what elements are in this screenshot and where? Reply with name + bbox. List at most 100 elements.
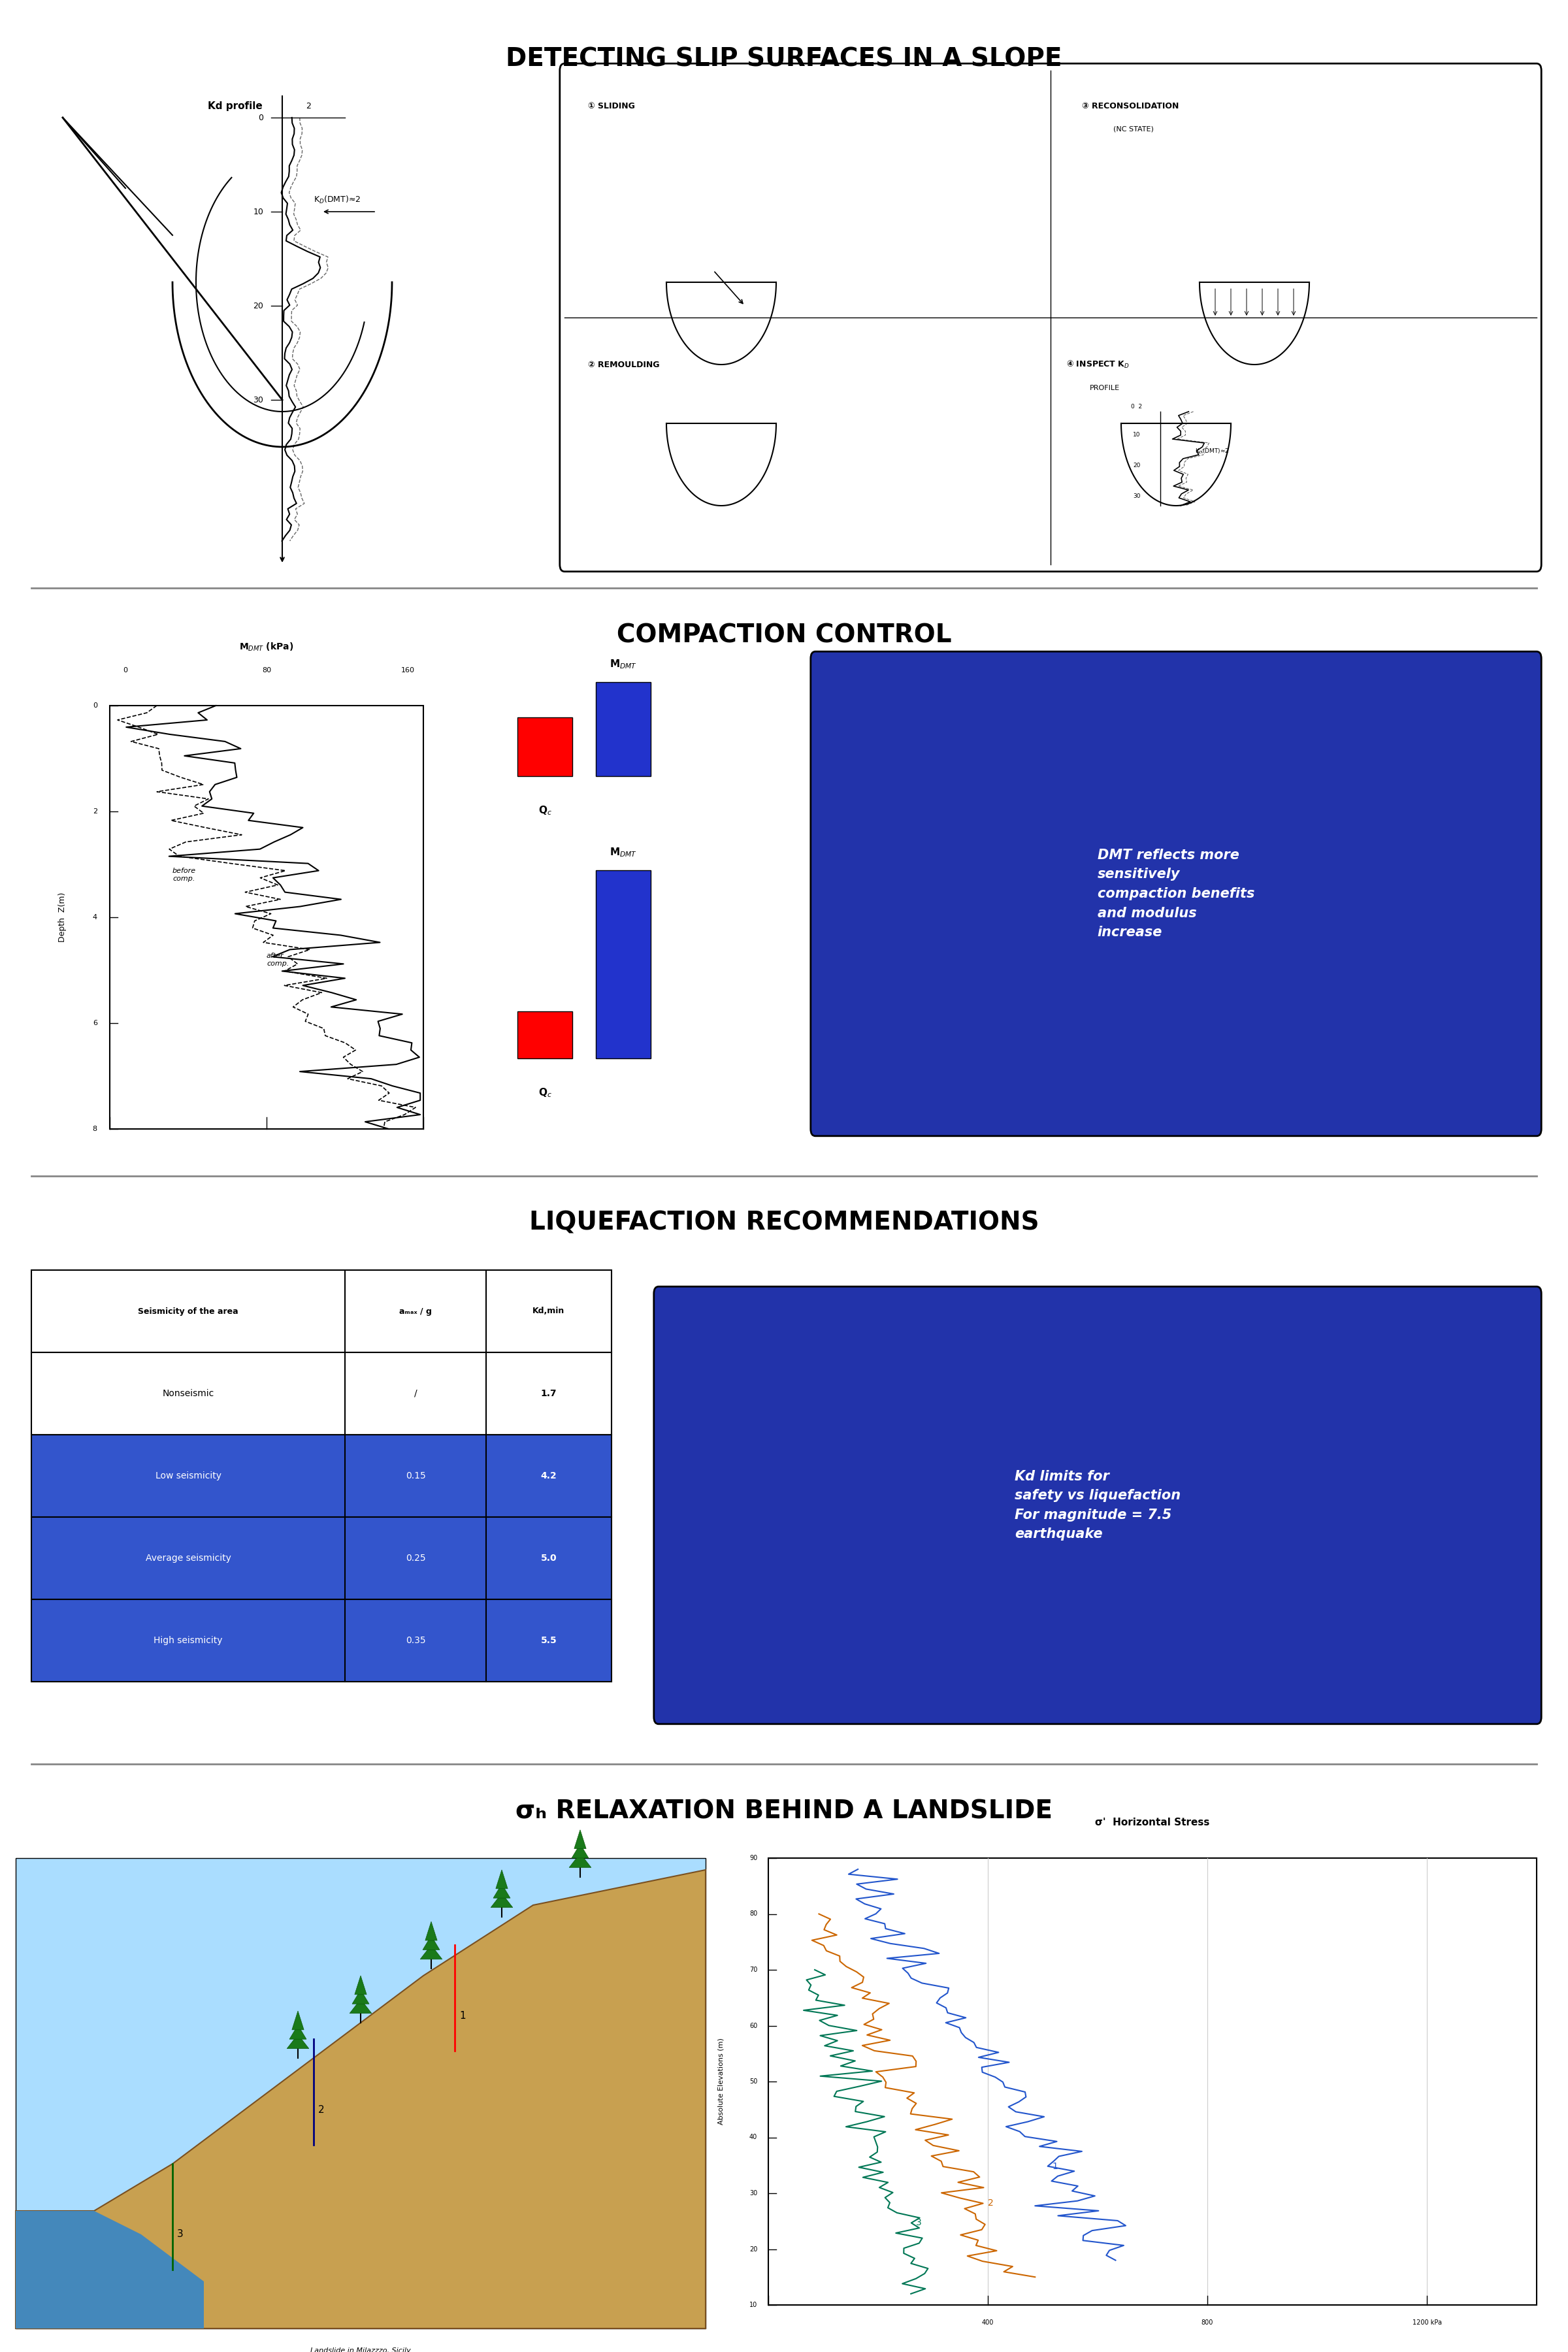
- Polygon shape: [354, 1976, 367, 1994]
- Text: M$_{DMT}$ (kPa): M$_{DMT}$ (kPa): [240, 642, 293, 652]
- Text: σₕ RELAXATION BEHIND A LANDSLIDE: σₕ RELAXATION BEHIND A LANDSLIDE: [516, 1799, 1052, 1823]
- Polygon shape: [495, 1870, 508, 1889]
- Polygon shape: [290, 2025, 306, 2039]
- Text: 160: 160: [401, 668, 414, 673]
- Text: 2: 2: [306, 101, 310, 111]
- FancyBboxPatch shape: [811, 652, 1541, 1136]
- Text: 2: 2: [93, 809, 97, 814]
- Bar: [596, 682, 651, 776]
- Polygon shape: [292, 2011, 304, 2030]
- Text: 400: 400: [982, 2319, 994, 2326]
- Text: ④ INSPECT K$_D$: ④ INSPECT K$_D$: [1066, 360, 1129, 369]
- Text: 10: 10: [750, 2303, 757, 2307]
- Polygon shape: [574, 1830, 586, 1849]
- Text: 0: 0: [124, 668, 127, 673]
- Text: 1: 1: [459, 2011, 466, 2020]
- Text: 4: 4: [93, 915, 97, 920]
- Text: Low seismicity: Low seismicity: [155, 1472, 221, 1479]
- Text: 90: 90: [750, 1856, 757, 1860]
- FancyBboxPatch shape: [654, 1287, 1541, 1724]
- Text: 0: 0: [259, 113, 263, 122]
- Text: 80: 80: [262, 668, 271, 673]
- Text: High seismicity: High seismicity: [154, 1637, 223, 1644]
- Polygon shape: [572, 1844, 588, 1858]
- Text: 0.25: 0.25: [406, 1555, 425, 1562]
- Polygon shape: [494, 1884, 510, 1898]
- Text: Depth  Z(m): Depth Z(m): [58, 891, 67, 943]
- FancyBboxPatch shape: [560, 64, 1541, 572]
- Polygon shape: [425, 1922, 437, 1940]
- Text: ① SLIDING: ① SLIDING: [588, 101, 635, 111]
- Bar: [31, 1517, 612, 1599]
- Text: M$_{DMT}$: M$_{DMT}$: [610, 847, 637, 858]
- Text: Absolute Elevations (m): Absolute Elevations (m): [718, 2039, 724, 2124]
- Text: before
comp.: before comp.: [172, 868, 196, 882]
- Text: 30: 30: [252, 395, 263, 405]
- Text: 0.35: 0.35: [406, 1637, 425, 1644]
- Text: M$_{DMT}$: M$_{DMT}$: [610, 659, 637, 670]
- Text: 1: 1: [1052, 2161, 1058, 2171]
- Bar: [31, 1270, 612, 1352]
- Bar: [31, 1435, 612, 1517]
- Text: σ'  Horizontal Stress: σ' Horizontal Stress: [1094, 1818, 1210, 1828]
- Polygon shape: [287, 2034, 309, 2049]
- Text: Kd,min: Kd,min: [533, 1308, 564, 1315]
- Text: K$_D$(DMT)≈2: K$_D$(DMT)≈2: [314, 195, 361, 205]
- Bar: [16, 1858, 706, 2328]
- Text: 5.5: 5.5: [541, 1637, 557, 1644]
- Text: Kd profile: Kd profile: [209, 101, 262, 111]
- Bar: [31, 1599, 612, 1682]
- Text: after
comp.: after comp.: [267, 953, 289, 967]
- Text: /: /: [414, 1390, 417, 1397]
- Text: (NC STATE): (NC STATE): [1113, 127, 1154, 132]
- Text: Q$_c$: Q$_c$: [538, 804, 552, 816]
- Text: 10: 10: [252, 207, 263, 216]
- Text: 0: 0: [93, 703, 97, 708]
- Text: Seismicity of the area: Seismicity of the area: [138, 1308, 238, 1315]
- Text: COMPACTION CONTROL: COMPACTION CONTROL: [616, 623, 952, 647]
- Text: LIQUEFACTION RECOMMENDATIONS: LIQUEFACTION RECOMMENDATIONS: [528, 1211, 1040, 1235]
- Text: DMT reflects more
sensitively
compaction benefits
and modulus
increase: DMT reflects more sensitively compaction…: [1098, 849, 1254, 938]
- Text: 50: 50: [750, 2079, 757, 2084]
- Text: ③ RECONSOLIDATION: ③ RECONSOLIDATION: [1082, 101, 1179, 111]
- Bar: [596, 870, 651, 1058]
- Text: Nonseismic: Nonseismic: [162, 1390, 215, 1397]
- Text: 2: 2: [318, 2105, 325, 2114]
- Bar: [768, 1858, 1537, 2305]
- Text: Q$_c$: Q$_c$: [538, 1087, 552, 1098]
- Text: 0  2: 0 2: [1131, 405, 1143, 409]
- Bar: [31, 1352, 612, 1435]
- Text: 70: 70: [750, 1966, 757, 1973]
- Text: 1200 kPa: 1200 kPa: [1413, 2319, 1441, 2326]
- Bar: [517, 1011, 572, 1058]
- Text: aₘₐₓ / g: aₘₐₓ / g: [400, 1308, 431, 1315]
- Text: PROFILE: PROFILE: [1090, 386, 1120, 390]
- Polygon shape: [491, 1893, 513, 1907]
- Text: 5.0: 5.0: [541, 1555, 557, 1562]
- Text: 30: 30: [750, 2190, 757, 2197]
- Text: 60: 60: [750, 2023, 757, 2030]
- Polygon shape: [423, 1936, 439, 1950]
- Text: 3: 3: [916, 2218, 922, 2227]
- Text: 2: 2: [988, 2199, 994, 2209]
- Text: 3: 3: [177, 2230, 183, 2239]
- Polygon shape: [420, 1945, 442, 1959]
- Text: Kd limits for
safety vs liquefaction
For magnitude = 7.5
earthquake: Kd limits for safety vs liquefaction For…: [1014, 1470, 1181, 1541]
- Text: 4.2: 4.2: [541, 1472, 557, 1479]
- Text: 800: 800: [1201, 2319, 1214, 2326]
- Text: 1.7: 1.7: [541, 1390, 557, 1397]
- Polygon shape: [16, 2211, 204, 2328]
- Polygon shape: [569, 1853, 591, 1867]
- Text: DETECTING SLIP SURFACES IN A SLOPE: DETECTING SLIP SURFACES IN A SLOPE: [506, 47, 1062, 71]
- Text: ② REMOULDING: ② REMOULDING: [588, 360, 660, 369]
- Text: 8: 8: [93, 1127, 97, 1131]
- Text: 20: 20: [750, 2246, 757, 2253]
- Text: 40: 40: [750, 2133, 757, 2140]
- Polygon shape: [353, 1990, 368, 2004]
- Bar: [110, 706, 423, 1129]
- Text: 80: 80: [750, 1910, 757, 1917]
- Polygon shape: [350, 1999, 372, 2013]
- Text: 10: 10: [1134, 433, 1140, 437]
- Text: Average seismicity: Average seismicity: [146, 1555, 230, 1562]
- Text: 30: 30: [1134, 494, 1140, 499]
